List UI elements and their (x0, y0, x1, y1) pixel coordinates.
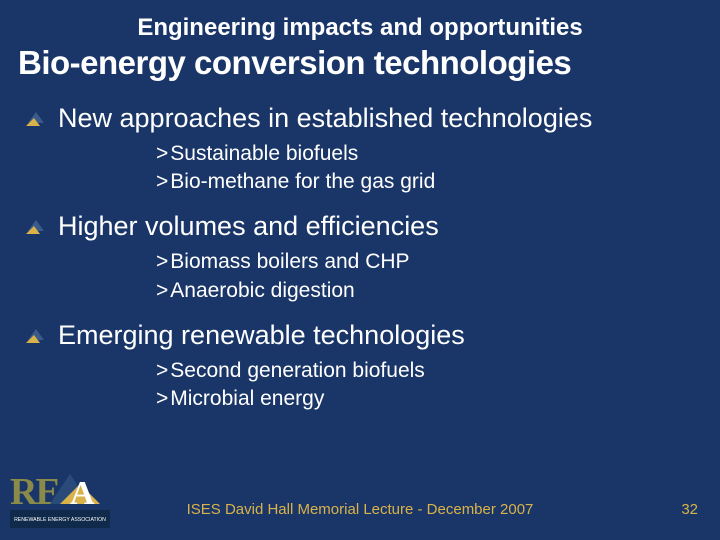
sub-prefix: > (156, 359, 168, 382)
footer-text: ISES David Hall Memorial Lecture - Decem… (0, 501, 720, 518)
bullet-list: New approaches in established technologi… (18, 102, 702, 413)
bullet-text: Emerging renewable technologies (58, 319, 465, 353)
bullet-item: New approaches in established technologi… (26, 102, 702, 136)
bullet-item: Emerging renewable technologies (26, 319, 702, 353)
sub-item-text: Second generation biofuels (170, 359, 425, 382)
sub-prefix: > (156, 250, 168, 273)
slide: Engineering impacts and opportunities Bi… (0, 0, 720, 540)
bullet-text: New approaches in established technologi… (58, 102, 592, 136)
sub-item-text: Anaerobic digestion (170, 279, 354, 302)
sub-item: >Second generation biofuels (156, 357, 702, 385)
bullet-icon (26, 217, 46, 237)
page-number: 32 (681, 501, 698, 518)
supertitle: Engineering impacts and opportunities (18, 14, 702, 42)
sub-prefix: > (156, 279, 168, 302)
bullet-text: Higher volumes and efficiencies (58, 210, 439, 244)
sub-item-text: Sustainable biofuels (170, 142, 358, 165)
sub-prefix: > (156, 170, 168, 193)
sub-item-text: Biomass boilers and CHP (170, 250, 409, 273)
sub-prefix: > (156, 387, 168, 410)
bullet-icon (26, 326, 46, 346)
sub-item: >Sustainable biofuels (156, 140, 702, 168)
sub-list: >Biomass boilers and CHP >Anaerobic dige… (26, 248, 702, 305)
bullet-item: Higher volumes and efficiencies (26, 210, 702, 244)
sub-item: >Bio-methane for the gas grid (156, 168, 702, 196)
sub-list: >Sustainable biofuels >Bio-methane for t… (26, 140, 702, 197)
sub-item-text: Bio-methane for the gas grid (170, 170, 435, 193)
sub-list: >Second generation biofuels >Microbial e… (26, 357, 702, 414)
sub-item: >Microbial energy (156, 385, 702, 413)
rea-logo: RE A RENEWABLE ENERGY ASSOCIATION (10, 466, 110, 528)
sub-item: >Biomass boilers and CHP (156, 248, 702, 276)
sub-prefix: > (156, 142, 168, 165)
sub-item-text: Microbial energy (170, 387, 324, 410)
bullet-icon (26, 109, 46, 129)
sub-item: >Anaerobic digestion (156, 277, 702, 305)
slide-title: Bio-energy conversion technologies (18, 44, 702, 82)
